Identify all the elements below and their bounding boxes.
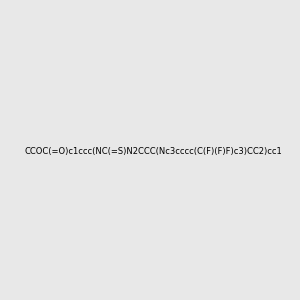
Text: CCOC(=O)c1ccc(NC(=S)N2CCC(Nc3cccc(C(F)(F)F)c3)CC2)cc1: CCOC(=O)c1ccc(NC(=S)N2CCC(Nc3cccc(C(F)(F… bbox=[25, 147, 283, 156]
